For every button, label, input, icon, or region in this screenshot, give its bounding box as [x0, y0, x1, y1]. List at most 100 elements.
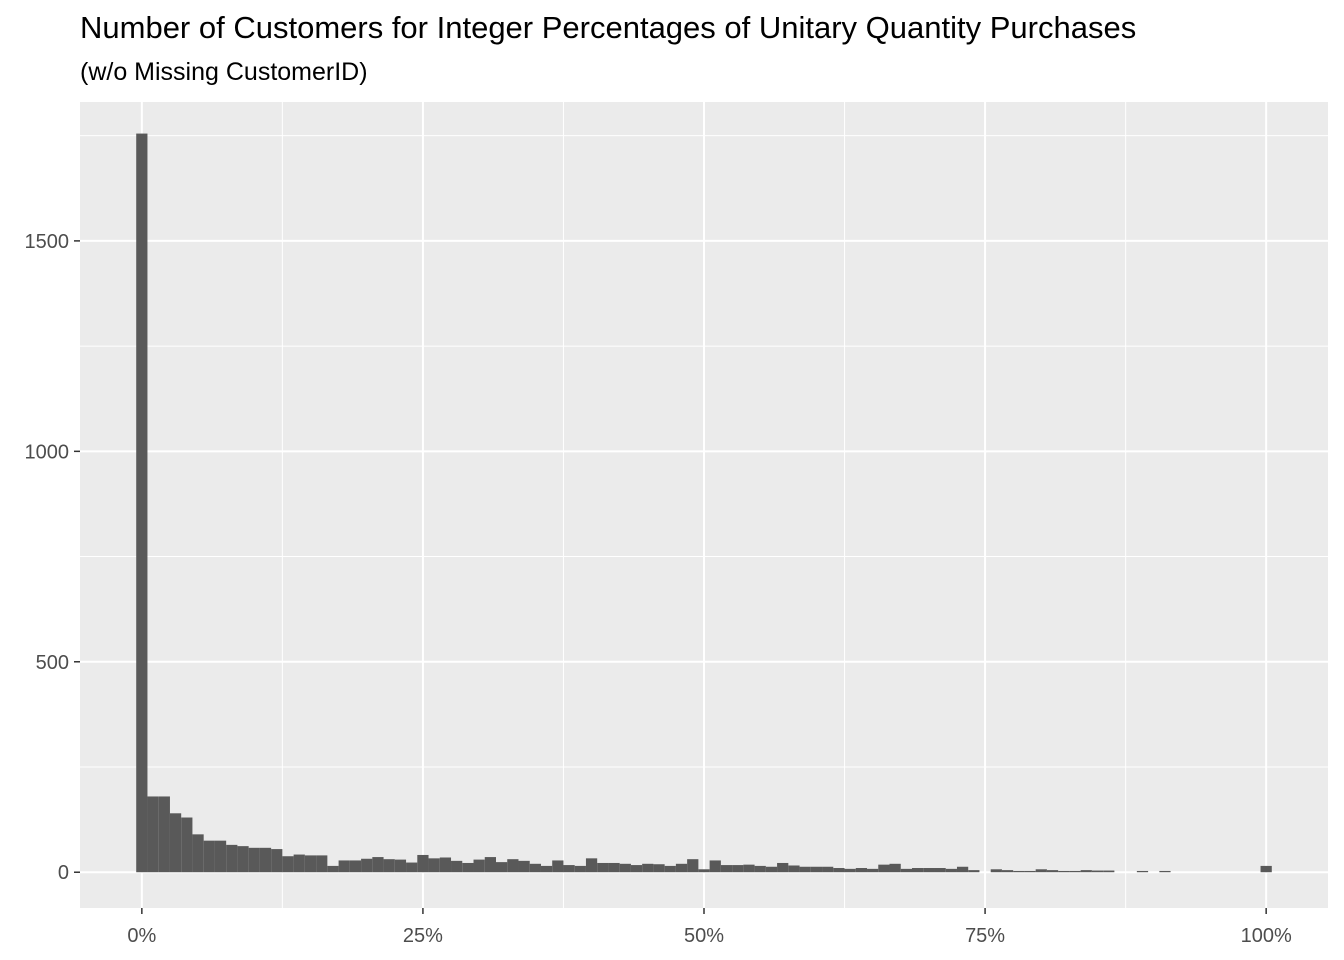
bars — [136, 133, 1272, 873]
histogram-bar — [788, 865, 800, 873]
histogram-bar — [417, 854, 429, 873]
histogram-bar — [664, 865, 676, 873]
histogram-bar — [799, 866, 811, 873]
histogram-bar — [1069, 870, 1081, 873]
histogram-bar — [1103, 870, 1115, 873]
histogram-bar — [777, 862, 789, 873]
histogram-bar — [372, 857, 384, 873]
histogram-bar — [147, 796, 159, 873]
histogram-bar — [878, 864, 890, 873]
histogram-bar — [203, 840, 215, 873]
histogram-bar — [394, 859, 407, 873]
histogram-bar — [1159, 870, 1171, 873]
histogram-bar — [1136, 870, 1149, 873]
histogram-bar — [1001, 870, 1014, 873]
histogram-bar — [1024, 870, 1036, 873]
histogram-bar — [349, 860, 362, 873]
histogram-bar — [754, 865, 766, 873]
histogram-bar — [192, 834, 204, 873]
y-tick-label: 1500 — [25, 231, 70, 253]
histogram-bar — [889, 863, 901, 873]
histogram-bar — [293, 854, 305, 873]
histogram-bar — [226, 844, 238, 873]
x-tick-label: 100% — [1241, 925, 1292, 947]
histogram-bar — [237, 846, 249, 873]
histogram-bar — [259, 847, 272, 873]
x-tick-label: 75% — [965, 925, 1005, 947]
histogram-bar — [608, 862, 620, 873]
histogram-bar — [1080, 870, 1092, 873]
histogram-bar — [529, 863, 541, 873]
histogram-bar — [709, 860, 721, 873]
histogram-bar — [158, 796, 170, 873]
histogram-bar — [484, 857, 496, 873]
histogram-bar — [956, 866, 969, 873]
histogram-bar — [304, 855, 317, 873]
histogram-bar — [496, 862, 508, 873]
histogram-bar — [822, 866, 834, 873]
histogram-bar — [327, 865, 339, 873]
histogram-bar — [540, 865, 553, 873]
histogram-bar — [383, 859, 395, 873]
histogram-bar — [765, 866, 778, 873]
histogram-bar — [675, 863, 688, 873]
histogram-bar — [518, 860, 530, 873]
histogram-bar — [507, 859, 519, 873]
histogram-bar — [248, 847, 260, 873]
histogram-bar — [597, 862, 609, 873]
histogram-bar — [316, 855, 328, 873]
histogram-bar — [900, 868, 912, 873]
y-tick-label: 500 — [36, 652, 69, 674]
histogram-bar — [990, 869, 1002, 873]
histogram-bar — [451, 860, 463, 873]
histogram-bar — [1091, 870, 1104, 873]
histogram-bar — [844, 868, 856, 873]
x-tick-label: 25% — [403, 925, 443, 947]
histogram-bar — [574, 865, 586, 873]
histogram-bar — [855, 868, 868, 873]
histogram-bar — [619, 863, 631, 873]
histogram-bar — [867, 868, 879, 873]
histogram-bar — [923, 868, 935, 873]
chart-title: Number of Customers for Integer Percenta… — [80, 10, 1137, 45]
histogram-bar — [653, 864, 665, 873]
histogram-bar — [552, 860, 564, 873]
histogram-bar — [630, 865, 643, 873]
histogram-bar — [1260, 865, 1272, 873]
histogram-bar — [945, 868, 957, 873]
histogram-bar — [1046, 870, 1059, 873]
histogram-bar — [1035, 869, 1047, 873]
histogram-bar — [743, 864, 755, 873]
histogram-bar — [1058, 870, 1070, 873]
histogram-bar — [563, 865, 575, 873]
histogram-bar — [136, 133, 148, 873]
chart-subtitle: (w/o Missing CustomerID) — [80, 58, 368, 86]
histogram-bar — [833, 868, 845, 873]
histogram-bar — [282, 856, 294, 873]
histogram-bar — [968, 870, 980, 873]
histogram-bar — [642, 863, 654, 873]
histogram-bar — [912, 868, 924, 873]
y-tick-label: 0 — [58, 862, 69, 884]
histogram-bar — [338, 860, 350, 873]
histogram-bar — [810, 866, 823, 873]
axes: 0% 25% 50% 75% 100% 0 500 1000 1500 — [25, 231, 1292, 947]
histogram-bar — [585, 858, 598, 873]
histogram-bar — [934, 868, 946, 873]
histogram-bar — [428, 858, 440, 873]
histogram-bar — [473, 859, 485, 873]
histogram-bar — [732, 865, 744, 873]
histogram-bar — [361, 858, 373, 873]
histogram-bar — [462, 862, 474, 873]
histogram-bar — [271, 849, 283, 873]
histogram-bar — [181, 817, 193, 873]
x-tick-label: 0% — [127, 925, 156, 947]
histogram-bar — [698, 869, 710, 873]
histogram-bar — [169, 813, 182, 873]
histogram-bar — [214, 840, 227, 873]
histogram-bar — [1013, 870, 1025, 873]
x-tick-label: 50% — [684, 925, 724, 947]
histogram-bar — [687, 859, 699, 873]
histogram-bar — [439, 857, 452, 873]
